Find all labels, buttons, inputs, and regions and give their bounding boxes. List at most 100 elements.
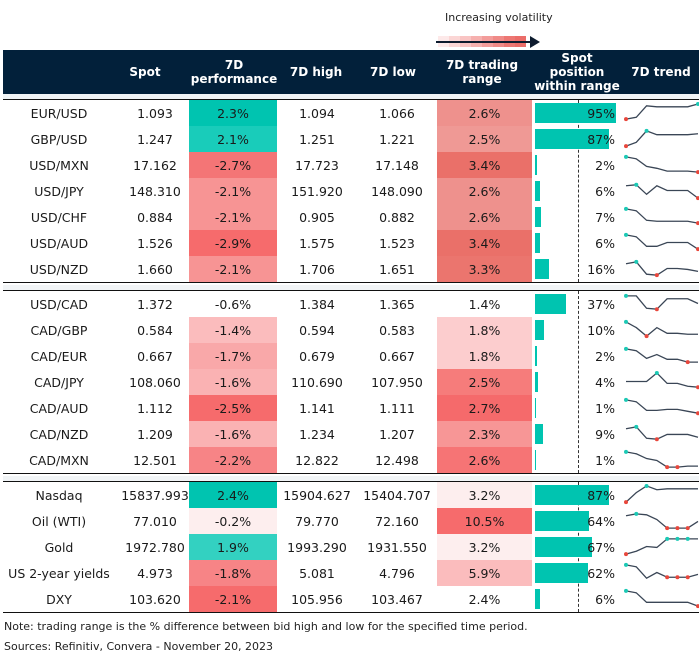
low-value: 1.365 (379, 296, 415, 312)
position-percent: 67% (587, 539, 615, 555)
trend-low-point (696, 604, 699, 609)
trend-sparkline (624, 562, 699, 580)
perf-value: -1.4% (189, 317, 277, 343)
position-bar (535, 589, 541, 609)
perf-value: 2.3% (189, 100, 277, 126)
trend-sparkline (625, 259, 699, 278)
high-value: 151.920 (291, 183, 343, 199)
position-percent: 87% (587, 487, 615, 503)
trend-low-point (696, 411, 699, 416)
trend-low-point (696, 196, 699, 201)
range-value: 2.5% (437, 126, 532, 152)
trend-high-point (654, 370, 659, 375)
range-value: 1.8% (437, 343, 532, 369)
header-7d-trading-range: 7D trading range (445, 58, 519, 86)
position-percent: 1% (595, 400, 615, 416)
position-bar (535, 294, 567, 314)
table-row: CAD/EUR 0.667 -1.7% 0.679 0.667 1.8% 2% (3, 343, 699, 369)
trend-high-point (634, 511, 639, 516)
perf-value: -2.7% (189, 152, 277, 178)
perf-value: 1.9% (189, 534, 277, 560)
perf-value: -2.1% (189, 256, 277, 282)
midpoint-reference-line (578, 291, 579, 473)
perf-value: -1.6% (189, 421, 277, 447)
instrument-name: USD/NZD (29, 261, 89, 277)
trend-sparkline (624, 206, 699, 226)
instrument-name: USD/MXN (29, 157, 89, 173)
table-row: EUR/USD 1.093 2.3% 1.094 1.066 2.6% 95% (3, 100, 699, 126)
position-percent: 9% (595, 426, 615, 442)
low-value: 1.221 (379, 131, 415, 147)
trend-high-point (634, 424, 639, 429)
section-gap (3, 94, 699, 99)
table-row: US 2-year yields 4.973 -1.8% 5.081 4.796 5.9%… (3, 560, 699, 586)
position-bar (535, 207, 541, 227)
low-value: 15404.707 (363, 487, 431, 503)
low-value: 12.498 (375, 452, 419, 468)
instrument-name: Gold (44, 539, 74, 555)
midpoint-reference-line (578, 100, 579, 282)
position-percent: 7% (595, 209, 615, 225)
spot-value: 1.660 (137, 261, 173, 277)
instrument-name: GBP/USD (30, 131, 88, 147)
trend-low-point (685, 526, 690, 531)
trend-sparkline (625, 424, 699, 442)
spot-value: 1.209 (137, 426, 173, 442)
range-value: 3.4% (437, 230, 532, 256)
spot-value: 1972.780 (125, 539, 185, 555)
perf-value: -2.1% (189, 586, 277, 612)
trend-low-point (696, 221, 699, 226)
header-7d-high: 7D high (289, 65, 343, 79)
table-row: CAD/MXN 12.501 -2.2% 12.822 12.498 2.6% 1% (3, 447, 699, 473)
high-value: 1.706 (299, 261, 335, 277)
trend-low-point (675, 526, 680, 531)
range-value: 2.4% (437, 586, 532, 612)
table-header: Spot 7D performance 7D high 7D low 7D tr… (3, 50, 699, 94)
position-percent: 2% (595, 157, 615, 173)
spot-value: 15837.993 (121, 487, 189, 503)
position-bar (535, 346, 537, 366)
header-spot-position: Spot position within range (534, 51, 620, 93)
high-value: 5.081 (299, 565, 335, 581)
trend-high-point (634, 259, 639, 264)
spot-value: 0.667 (137, 348, 173, 364)
position-bar (535, 233, 541, 253)
header-spot: Spot (129, 65, 161, 79)
instrument-name: DXY (46, 591, 72, 607)
trend-line (625, 234, 699, 250)
spot-value: 103.620 (129, 591, 181, 607)
instrument-name: CAD/JPY (34, 374, 84, 390)
trend-line (625, 485, 698, 503)
range-value: 2.6% (437, 178, 532, 204)
position-bar (535, 563, 588, 583)
perf-value: -2.5% (189, 395, 277, 421)
perf-value: -2.2% (189, 447, 277, 473)
trend-sparkline (624, 293, 699, 312)
low-value: 1.523 (379, 235, 415, 251)
table-row: CAD/NZD 1.209 -1.6% 1.234 1.207 2.3% 9% (3, 421, 699, 447)
arrow-line (436, 41, 534, 43)
position-bar (535, 320, 544, 340)
trend-high-point (624, 562, 628, 567)
table-row: USD/NZD 1.660 -2.1% 1.706 1.651 3.3% 16% (3, 256, 699, 282)
trend-high-point (624, 319, 628, 324)
position-bar (535, 511, 590, 531)
perf-value: -1.8% (189, 560, 277, 586)
perf-value: -0.2% (189, 508, 277, 534)
instrument-name: USD/AUD (29, 235, 89, 251)
table-section: USD/CAD 1.372 -0.6% 1.384 1.365 1.4% 37% CAD/GB… (3, 291, 699, 474)
instrument-name: EUR/USD (30, 105, 88, 121)
low-value: 4.796 (379, 565, 415, 581)
trend-sparkline (624, 449, 698, 470)
trend-high-point (696, 101, 699, 106)
position-bar (535, 537, 592, 557)
trend-line (625, 130, 699, 147)
trend-low-point (624, 117, 628, 122)
high-value: 1.141 (299, 400, 335, 416)
arrow-right-icon (530, 36, 540, 48)
range-value: 3.2% (437, 534, 532, 560)
position-bar (535, 372, 539, 392)
section-divider (3, 99, 699, 100)
table-row: USD/MXN 17.162 -2.7% 17.723 17.148 3.4% 2% (3, 152, 699, 178)
instrument-name: CAD/GBP (30, 322, 88, 338)
